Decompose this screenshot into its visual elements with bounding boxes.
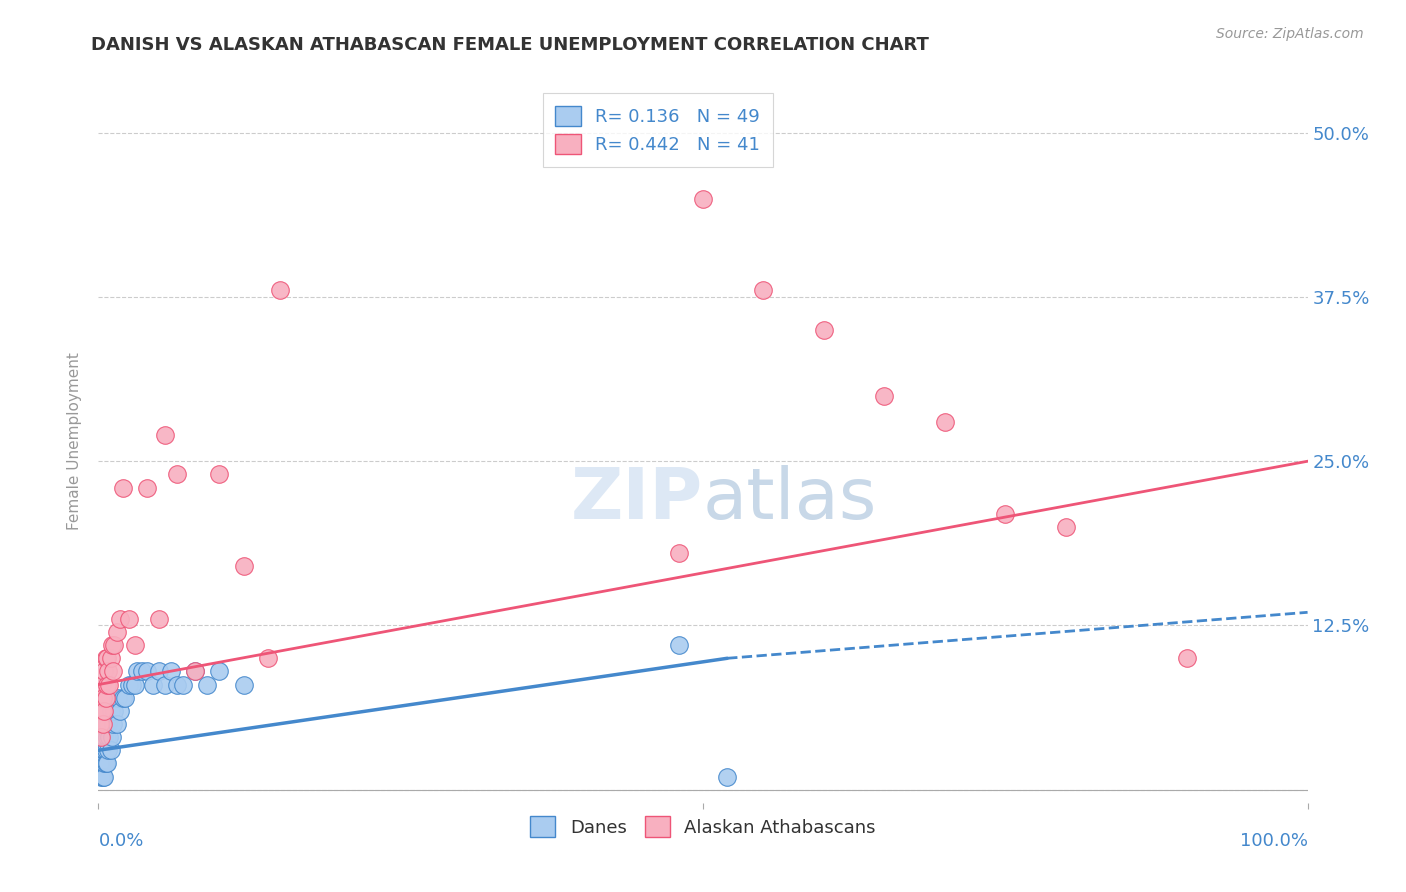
Point xyxy=(91,756,114,771)
Point xyxy=(100,743,122,757)
Point xyxy=(91,677,114,691)
Point xyxy=(101,717,124,731)
Point xyxy=(142,677,165,691)
Point xyxy=(668,546,690,560)
Point xyxy=(208,467,231,482)
Point xyxy=(97,717,120,731)
Point xyxy=(131,665,153,679)
Point xyxy=(934,415,956,429)
Point xyxy=(96,730,118,744)
Point xyxy=(96,677,118,691)
Text: DANISH VS ALASKAN ATHABASCAN FEMALE UNEMPLOYMENT CORRELATION CHART: DANISH VS ALASKAN ATHABASCAN FEMALE UNEM… xyxy=(91,36,929,54)
Point xyxy=(90,730,112,744)
Point xyxy=(111,481,134,495)
Point xyxy=(232,559,254,574)
Text: Source: ZipAtlas.com: Source: ZipAtlas.com xyxy=(1216,27,1364,41)
Point xyxy=(127,665,149,679)
Point xyxy=(98,677,121,691)
Point xyxy=(97,743,120,757)
Point xyxy=(91,756,114,771)
Point xyxy=(716,770,738,784)
Point xyxy=(873,388,896,402)
Point xyxy=(90,770,112,784)
Point xyxy=(105,717,128,731)
Point xyxy=(96,756,118,771)
Point xyxy=(93,743,115,757)
Point xyxy=(91,717,114,731)
Point xyxy=(101,665,124,679)
Point xyxy=(153,677,176,691)
Point xyxy=(256,651,278,665)
Point xyxy=(108,612,131,626)
Point xyxy=(91,743,114,757)
Point xyxy=(105,625,128,640)
Point xyxy=(103,704,125,718)
Point xyxy=(96,651,118,665)
Point xyxy=(153,428,176,442)
Point xyxy=(166,677,188,691)
Point xyxy=(94,743,117,757)
Point xyxy=(1175,651,1198,665)
Point xyxy=(148,612,170,626)
Point xyxy=(93,730,115,744)
Point xyxy=(100,730,122,744)
Point xyxy=(98,730,121,744)
Point xyxy=(93,665,115,679)
Point xyxy=(103,638,125,652)
Point xyxy=(89,756,111,771)
Point xyxy=(135,665,157,679)
Legend: Danes, Alaskan Athabascans: Danes, Alaskan Athabascans xyxy=(523,809,883,845)
Y-axis label: Female Unemployment: Female Unemployment xyxy=(67,352,83,531)
Point xyxy=(91,770,114,784)
Point xyxy=(269,284,291,298)
Point xyxy=(94,717,117,731)
Point xyxy=(752,284,775,298)
Point xyxy=(124,677,146,691)
Point xyxy=(100,651,122,665)
Point xyxy=(91,730,114,744)
Point xyxy=(172,677,194,691)
Point xyxy=(100,704,122,718)
Point xyxy=(668,638,690,652)
Point xyxy=(121,677,143,691)
Point xyxy=(90,743,112,757)
Point xyxy=(91,730,114,744)
Text: atlas: atlas xyxy=(703,465,877,533)
Point xyxy=(184,665,207,679)
Point xyxy=(160,665,183,679)
Point xyxy=(93,770,115,784)
Point xyxy=(89,717,111,731)
Text: 0.0%: 0.0% xyxy=(98,831,143,850)
Point xyxy=(166,467,188,482)
Point xyxy=(195,677,218,691)
Point xyxy=(118,612,141,626)
Point xyxy=(93,756,115,771)
Point xyxy=(94,651,117,665)
Point xyxy=(118,677,141,691)
Point xyxy=(93,704,115,718)
Point xyxy=(184,665,207,679)
Point xyxy=(692,192,714,206)
Point xyxy=(108,704,131,718)
Point xyxy=(135,481,157,495)
Point xyxy=(91,690,114,705)
Point xyxy=(124,638,146,652)
Point xyxy=(94,756,117,771)
Text: 100.0%: 100.0% xyxy=(1240,831,1308,850)
Text: ZIP: ZIP xyxy=(571,465,703,533)
Point xyxy=(1054,520,1077,534)
Point xyxy=(232,677,254,691)
Point xyxy=(97,665,120,679)
Point xyxy=(148,665,170,679)
Point xyxy=(111,690,134,705)
Point xyxy=(100,638,122,652)
Point xyxy=(813,323,835,337)
Point xyxy=(91,704,114,718)
Point xyxy=(114,690,136,705)
Point xyxy=(994,507,1017,521)
Point xyxy=(107,690,129,705)
Point xyxy=(94,690,117,705)
Point xyxy=(208,665,231,679)
